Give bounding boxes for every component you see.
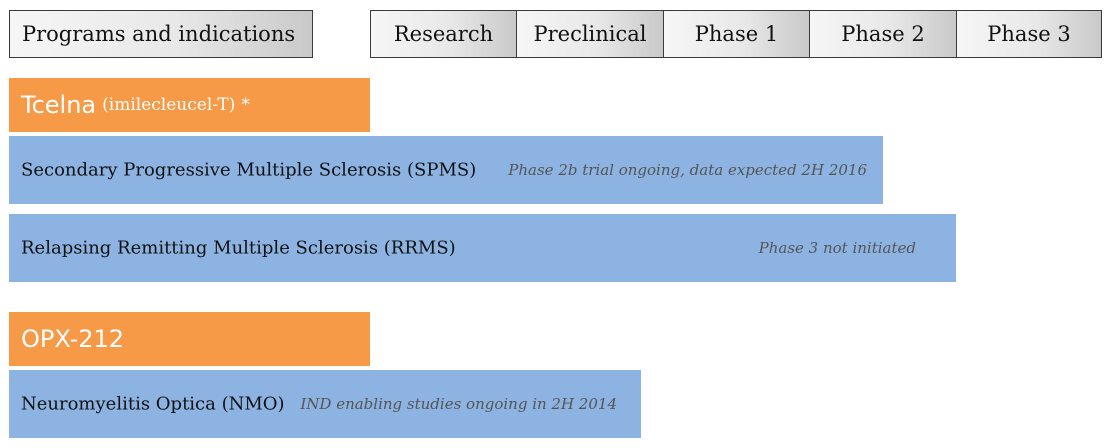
- program-footnote-marker: *: [241, 95, 250, 115]
- indication-bar-nmo: Neuromyelitis Optica (NMO) IND enabling …: [9, 370, 641, 438]
- program-name: Tcelna: [21, 91, 97, 119]
- phase-header-preclinical: Preclinical: [516, 10, 664, 58]
- indication-name: Secondary Progressive Multiple Sclerosis…: [21, 159, 477, 181]
- phase-header-label: Research: [393, 22, 494, 46]
- program-generic-name: (imilecleucel-T): [102, 95, 236, 115]
- indication-status: IND enabling studies ongoing in 2H 2014: [300, 395, 617, 413]
- indication-bar-rrms: Relapsing Remitting Multiple Sclerosis (…: [9, 214, 956, 282]
- phase-header-phase-2: Phase 2: [809, 10, 957, 58]
- phase-header-research: Research: [370, 10, 517, 58]
- programs-header: Programs and indications: [9, 10, 313, 58]
- program-bar-tcelna: Tcelna (imilecleucel-T) *: [9, 78, 370, 132]
- phase-header-label: Preclinical: [533, 22, 647, 46]
- indication-name: Relapsing Remitting Multiple Sclerosis (…: [21, 237, 456, 259]
- indication-status: Phase 3 not initiated: [758, 239, 916, 257]
- phase-header-label: Phase 3: [987, 22, 1071, 46]
- indication-status: Phase 2b trial ongoing, data expected 2H…: [508, 161, 867, 179]
- program-bar-opx-212: OPX-212: [9, 312, 370, 366]
- indication-name: Neuromyelitis Optica (NMO): [21, 393, 285, 415]
- phase-header-label: Phase 2: [841, 22, 925, 46]
- program-name: OPX-212: [21, 325, 125, 353]
- programs-header-label: Programs and indications: [22, 22, 296, 46]
- phase-header-label: Phase 1: [694, 22, 779, 46]
- phase-header-phase-1: Phase 1: [663, 10, 810, 58]
- phase-header-phase-3: Phase 3: [956, 10, 1102, 58]
- indication-bar-spms: Secondary Progressive Multiple Sclerosis…: [9, 136, 883, 204]
